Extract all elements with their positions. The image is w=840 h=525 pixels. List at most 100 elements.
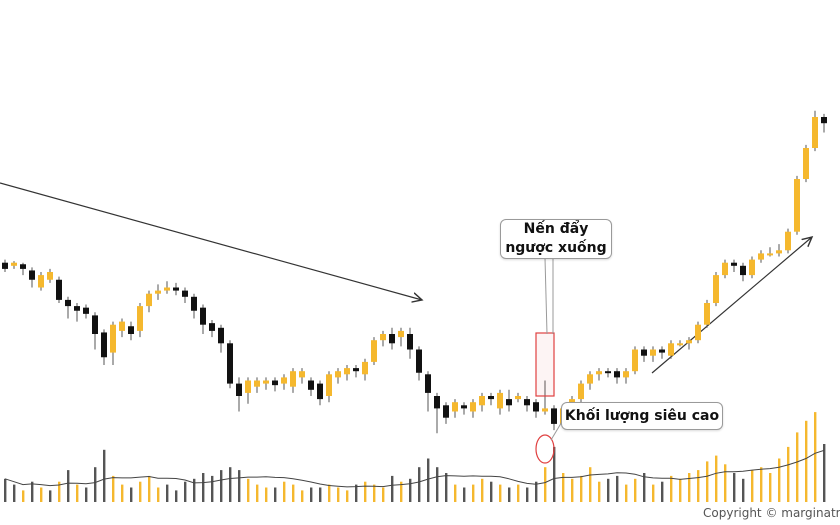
candle-body [677, 343, 683, 346]
volume-bar [472, 484, 475, 502]
candle-body [65, 299, 71, 307]
volume-bar [40, 487, 43, 502]
candle-body [605, 371, 611, 374]
candle-body [632, 349, 638, 372]
candle-body [713, 275, 719, 303]
candle-body [335, 371, 341, 378]
downtrend-line [0, 182, 422, 300]
volume-bar [697, 470, 700, 502]
volume-bar [13, 484, 16, 502]
highlights [535, 257, 564, 464]
candle-body [749, 259, 755, 276]
copyright-text: Copyright © marginatm [703, 506, 840, 520]
candle-body [515, 396, 521, 400]
volume-bar [436, 467, 439, 502]
volume-bar [382, 487, 385, 502]
volume-bar [4, 478, 7, 502]
candle-body [182, 290, 188, 297]
volume-bar [724, 464, 727, 502]
volume-bar [760, 467, 763, 502]
volume-bar [490, 481, 493, 502]
reversal-candle-callout: Nến đẩy ngược xuống [500, 219, 612, 259]
candle-body [695, 324, 701, 341]
candle-body [686, 340, 692, 344]
candle-body [47, 272, 53, 280]
volume-bar [67, 470, 70, 502]
candle-body [362, 361, 368, 375]
uptrend-line [651, 237, 812, 374]
candle-body [137, 306, 143, 331]
volume-bar [706, 461, 709, 502]
volume-bar [580, 475, 583, 502]
candle-body [299, 371, 305, 378]
volume-bar [805, 420, 808, 502]
volume-moving-average-line [4, 449, 825, 488]
volume-bar [283, 481, 286, 502]
candle-body [83, 307, 89, 314]
volume-bar [94, 467, 97, 502]
candle-body [758, 253, 764, 260]
volume-bar [310, 487, 313, 502]
volume-bar [607, 478, 610, 502]
volume-bar [643, 473, 646, 502]
candle-body [803, 148, 809, 179]
candle-body [191, 296, 197, 311]
volume-bar [166, 484, 169, 502]
candle-body [200, 307, 206, 325]
volume-bar [292, 484, 295, 502]
candle-body [398, 330, 404, 338]
candle-body [74, 306, 80, 311]
volume-bar [256, 484, 259, 502]
volume-bar [274, 487, 277, 502]
reversal-callout-pointer [544, 257, 548, 335]
candle-body [38, 275, 44, 288]
volume-bar [427, 458, 430, 502]
volume-bar [598, 481, 601, 502]
candle-body [317, 383, 323, 400]
candle-body [740, 265, 746, 276]
volume-bar [517, 484, 520, 502]
candle-body [110, 324, 116, 353]
volume-bar [220, 470, 223, 502]
volume-bar [103, 449, 106, 502]
candle-body [704, 303, 710, 325]
volume-bar [661, 481, 664, 502]
candle-body [641, 349, 647, 356]
volume-bar [139, 481, 142, 502]
candle-body [56, 279, 62, 300]
candle-body [164, 287, 170, 291]
volume-bar [823, 444, 826, 502]
candle-body [245, 380, 251, 393]
volume-bar [778, 458, 781, 502]
volume-bars [4, 412, 826, 502]
candle-body [470, 402, 476, 412]
high-volume-circle [535, 434, 555, 464]
volume-bar [229, 467, 232, 502]
volume-bar [742, 478, 745, 502]
candle-body [272, 380, 278, 386]
candle-body [263, 380, 269, 384]
volume-bar [49, 490, 52, 502]
candle-body [776, 250, 782, 254]
volume-bar [688, 473, 691, 502]
volume-bar [148, 475, 151, 502]
candle-body [794, 179, 800, 232]
volume-bar [328, 484, 331, 502]
volume-bar [319, 487, 322, 502]
volume-bar [571, 478, 574, 502]
candle-body [101, 332, 107, 358]
candle-body [389, 334, 395, 344]
volume-bar [454, 484, 457, 502]
candle-body [497, 392, 503, 409]
candle-body [650, 349, 656, 356]
volume-bar [634, 478, 637, 502]
high-volume-label: Khối lượng siêu cao [564, 408, 720, 424]
volume-bar [499, 484, 502, 502]
volume-bar [589, 467, 592, 502]
volume-bar [715, 455, 718, 502]
candle-body [533, 402, 539, 412]
candle-body [254, 380, 260, 387]
volume-bar [508, 487, 511, 502]
volume-bar [616, 475, 619, 502]
trendlines [0, 182, 812, 374]
